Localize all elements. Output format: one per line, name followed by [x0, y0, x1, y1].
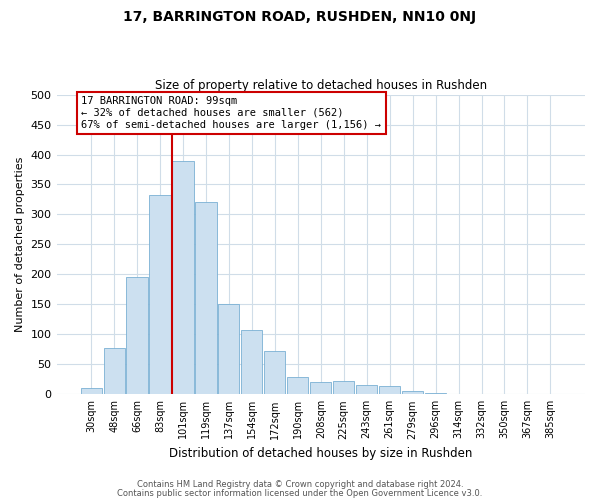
Bar — [425, 392, 446, 394]
Bar — [172, 160, 194, 394]
Bar — [241, 330, 262, 394]
Text: 17 BARRINGTON ROAD: 99sqm
← 32% of detached houses are smaller (562)
67% of semi: 17 BARRINGTON ROAD: 99sqm ← 32% of detac… — [82, 96, 382, 130]
Bar — [333, 381, 354, 394]
Bar — [310, 382, 331, 394]
X-axis label: Distribution of detached houses by size in Rushden: Distribution of detached houses by size … — [169, 447, 472, 460]
Bar — [127, 277, 148, 394]
Text: 17, BARRINGTON ROAD, RUSHDEN, NN10 0NJ: 17, BARRINGTON ROAD, RUSHDEN, NN10 0NJ — [124, 10, 476, 24]
Bar — [218, 304, 239, 394]
Bar — [196, 202, 217, 394]
Bar — [402, 390, 423, 394]
Text: Contains HM Land Registry data © Crown copyright and database right 2024.: Contains HM Land Registry data © Crown c… — [137, 480, 463, 489]
Bar — [149, 194, 170, 394]
Bar — [287, 377, 308, 394]
Y-axis label: Number of detached properties: Number of detached properties — [15, 156, 25, 332]
Bar — [80, 388, 101, 394]
Bar — [104, 348, 125, 395]
Bar — [264, 350, 286, 395]
Bar — [356, 386, 377, 394]
Bar — [379, 386, 400, 394]
Title: Size of property relative to detached houses in Rushden: Size of property relative to detached ho… — [155, 79, 487, 92]
Text: Contains public sector information licensed under the Open Government Licence v3: Contains public sector information licen… — [118, 488, 482, 498]
